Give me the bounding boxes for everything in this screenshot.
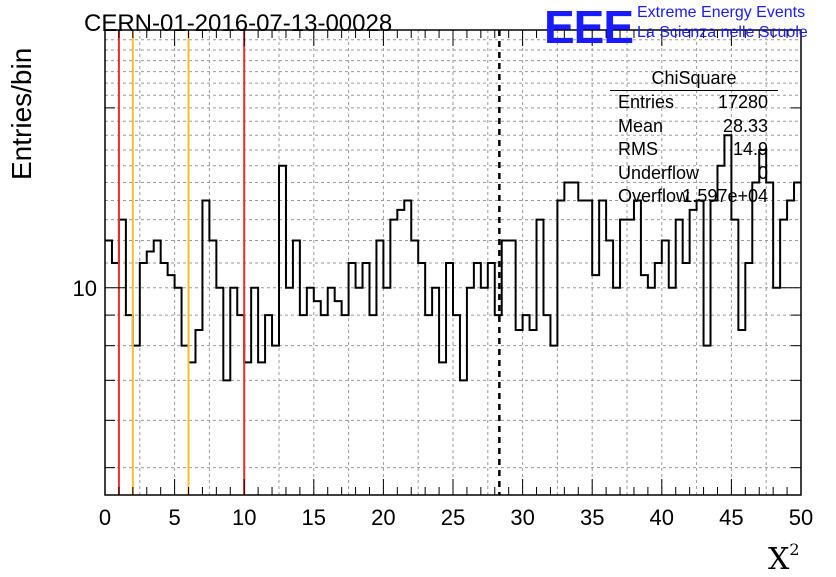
- x-tick-label: 5: [168, 505, 180, 530]
- stats-title: ChiSquare: [610, 67, 778, 91]
- stats-value: 28.33: [722, 115, 768, 136]
- x-tick-label: 50: [789, 505, 813, 530]
- x-tick-label: 25: [441, 505, 465, 530]
- x-tick-label: 20: [371, 505, 395, 530]
- logo-subtitle-2: La Scienza nelle Scuole: [637, 24, 808, 41]
- stats-key: Underflow: [618, 162, 700, 183]
- stats-row: RMS 14.9: [610, 138, 778, 162]
- eee-logo: EEE: [544, 1, 634, 53]
- x-tick-label: 15: [302, 505, 326, 530]
- stats-row: Overflow 1.597e+04: [610, 185, 778, 209]
- x-tick-label: 45: [719, 505, 743, 530]
- x-tick-label: 10: [232, 505, 256, 530]
- stats-key: Overflow: [618, 186, 690, 207]
- x-tick-label: 0: [99, 505, 111, 530]
- stats-key: RMS: [618, 139, 658, 160]
- stats-row: Entries 17280: [610, 91, 778, 115]
- x-axis-label: X2: [768, 540, 800, 577]
- x-axis-label-sup: 2: [789, 540, 800, 559]
- stats-box: ChiSquare Entries 17280 Mean 28.33 RMS 14.9…: [610, 67, 778, 209]
- stats-key: Entries: [618, 92, 675, 112]
- stats-value: 0: [757, 162, 768, 183]
- histogram-series-line: [105, 134, 801, 382]
- stats-key: Mean: [618, 115, 664, 136]
- logo-subtitle-1: Extreme Energy Events: [637, 4, 806, 21]
- stats-row: Underflow 0: [610, 162, 778, 186]
- stats-value: 1.597e+04: [682, 186, 768, 207]
- x-tick-label: 30: [510, 505, 534, 530]
- y-tick-label: 10: [73, 276, 97, 301]
- run-title: CERN-01-2016-07-13-00028: [84, 10, 393, 37]
- x-axis-label-base: X: [768, 542, 790, 577]
- x-tick-label: 35: [580, 505, 604, 530]
- stats-value: 14.9: [732, 139, 768, 160]
- x-tick-label: 40: [650, 505, 674, 530]
- stats-value: 17280: [717, 92, 768, 112]
- stats-row: Mean 28.33: [610, 115, 778, 139]
- y-axis-label: Entries/bin: [6, 47, 37, 180]
